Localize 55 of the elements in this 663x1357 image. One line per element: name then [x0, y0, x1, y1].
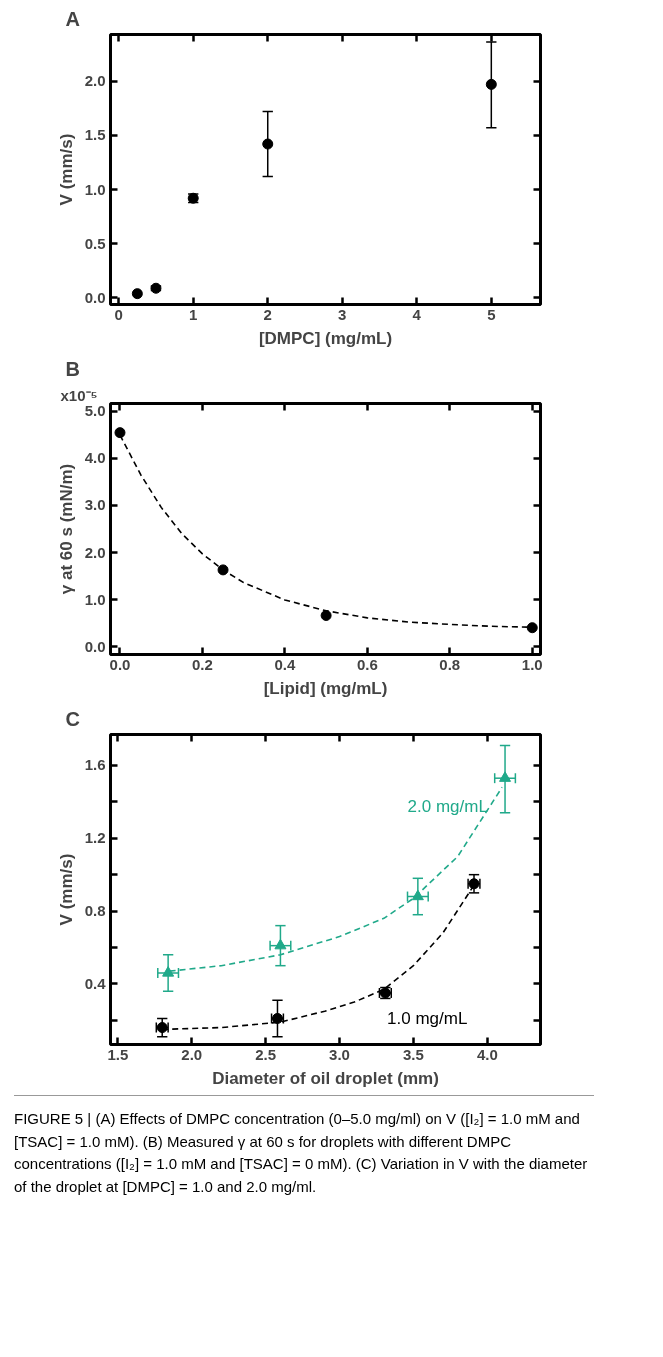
y-tick-label: 0.4: [84, 974, 107, 992]
y-tick-label: 0.0: [84, 288, 106, 306]
y-axis-title: V (mm/s): [56, 853, 76, 926]
point: [274, 938, 287, 950]
chart-title: C: [65, 707, 80, 730]
x-tick-label: 3: [338, 305, 347, 323]
x-tick-label: 1.0: [521, 655, 543, 673]
y-tick-label: 5.0: [84, 402, 106, 420]
x-tick-label: 1.5: [107, 1045, 129, 1063]
series-label: 2.0 mg/mL: [407, 796, 488, 816]
series-label: 1.0 mg/mL: [387, 1008, 468, 1028]
chart-title: B: [65, 357, 80, 380]
x-tick-label: 4.0: [476, 1045, 498, 1063]
chart-title: A: [65, 7, 80, 30]
point: [131, 288, 143, 300]
y-tick-label: 2.0: [84, 72, 106, 90]
point: [320, 610, 332, 621]
y-tick-label: 1.0: [84, 180, 106, 198]
x-tick-label: 3.0: [329, 1045, 350, 1063]
y-tick-label: 0.0: [84, 637, 106, 655]
y-tick-label: 1.0: [84, 590, 106, 608]
x-tick-label: 0.6: [356, 655, 378, 673]
y-axis-title: V (mm/s): [56, 133, 76, 206]
x-tick-label: 0.2: [192, 655, 213, 673]
y-axis-title: γ at 60 s (mN/m): [56, 463, 76, 595]
y-tick-label: 0.5: [84, 234, 106, 252]
y-tick-label: 0.8: [84, 902, 106, 920]
point: [485, 78, 497, 90]
point: [114, 427, 126, 439]
x-tick-label: 4: [412, 305, 422, 323]
x-tick-label: 5: [487, 305, 496, 323]
y-tick-label: 1.6: [84, 756, 106, 774]
text: x10⁻⁵: [60, 386, 98, 404]
x-tick-label: 0.0: [109, 655, 131, 673]
caption: FIGURE 5 | (A) Effects of DMPC concentration (0–5.0 mg/ml) on V ([I₂] = 1.0 mM and [TSAC] = 1.0 mM). (B) Measured γ at 60 s for droplets with different DMPC concentrations ([I₂] = 1.0 mM and [TSAC] = 0 mM). (C) Variation in V with the diameter of the droplet at [DMPC] = 1.0 and 2.0 mg/ml.: [14, 1109, 589, 1197]
x-axis-title: Diameter of oil droplet (mm): [212, 1068, 439, 1088]
x-tick-label: 2.0: [181, 1045, 203, 1063]
point: [262, 138, 274, 150]
x-tick-label: 0.8: [439, 655, 461, 673]
x-tick-label: 1: [189, 305, 198, 323]
y-tick-label: 2.0: [84, 543, 106, 561]
y-tick-label: 4.0: [84, 449, 106, 467]
point: [526, 622, 538, 634]
x-tick-label: 0: [114, 305, 123, 323]
y-tick-label: 1.5: [84, 126, 106, 144]
x-axis-title: [Lipid] (mg/mL): [263, 678, 388, 698]
point: [162, 966, 175, 977]
x-tick-label: 2: [263, 305, 272, 323]
x-axis-title: [DMPC] (mg/mL): [258, 328, 393, 348]
x-tick-label: 0.4: [274, 655, 296, 673]
point: [499, 771, 512, 782]
y-tick-label: 1.2: [84, 829, 106, 847]
x-tick-label: 3.5: [402, 1045, 424, 1063]
y-tick-label: 3.0: [84, 496, 106, 514]
x-tick-label: 2.5: [255, 1045, 277, 1063]
